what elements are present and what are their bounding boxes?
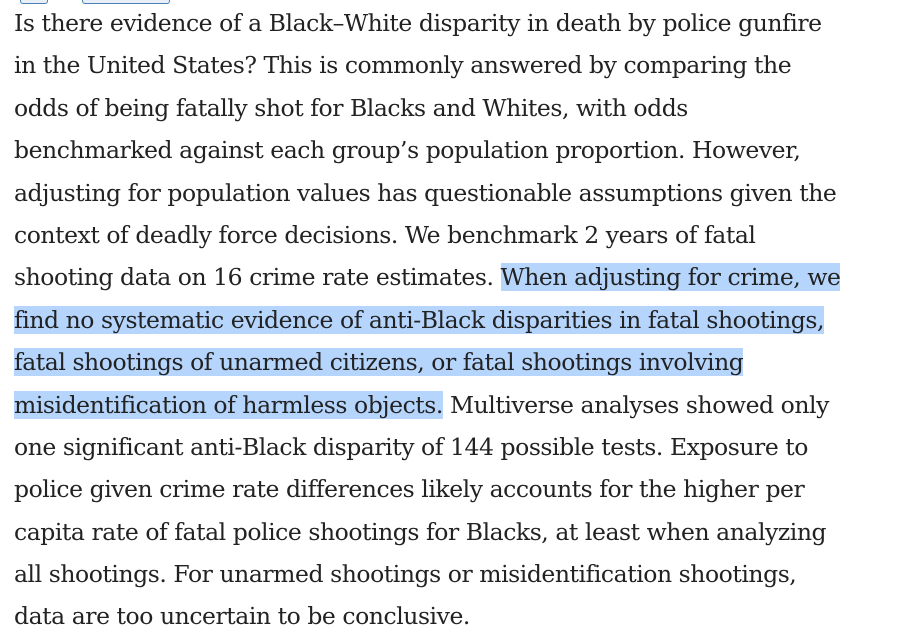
text-line-15: data are too uncertain to be conclusive. (14, 595, 904, 637)
top-tab-right[interactable] (82, 0, 170, 4)
line-text: Is there evidence of a Black–White dispa… (14, 9, 822, 37)
line-text: shooting data on 16 crime rate estimates… (14, 263, 501, 292)
text-line-11: one significant anti-Black disparity of … (14, 426, 904, 468)
top-tab-left[interactable] (20, 0, 48, 4)
text-line-13: capita rate of fatal police shootings fo… (14, 511, 904, 553)
selected-text[interactable]: find no systematic evidence of anti-Blac… (14, 305, 824, 334)
line-text: Multiverse analyses showed only (442, 390, 829, 419)
text-line-5: adjusting for population values has ques… (14, 172, 904, 214)
selected-text[interactable]: misidentification of harmless objects. (14, 390, 443, 419)
text-line-9: fatal shootings of unarmed citizens, or … (14, 341, 904, 383)
line-text: in the United States? This is commonly a… (14, 51, 792, 80)
line-text: odds of being fatally shot for Blacks an… (14, 93, 688, 122)
text-line-1: Is there evidence of a Black–White dispa… (14, 2, 904, 44)
text-line-7: shooting data on 16 crime rate estimates… (14, 256, 904, 298)
line-text: police given crime rate differences like… (14, 475, 805, 504)
abstract-text: Is there evidence of a Black–White dispa… (14, 2, 904, 638)
text-line-10: misidentification of harmless objects. M… (14, 384, 904, 426)
text-line-2: in the United States? This is commonly a… (14, 44, 904, 86)
line-text: adjusting for population values has ques… (14, 178, 837, 207)
selected-text[interactable]: When adjusting for crime, we (500, 263, 841, 292)
text-line-14: all shootings. For unarmed shootings or … (14, 553, 904, 595)
line-text: data are too uncertain to be conclusive. (14, 602, 470, 631)
text-line-6: context of deadly force decisions. We be… (14, 214, 904, 256)
text-line-12: police given crime rate differences like… (14, 468, 904, 510)
line-text: all shootings. For unarmed shootings or … (14, 560, 797, 589)
line-text: context of deadly force decisions. We be… (14, 220, 756, 249)
line-text: benchmarked against each group’s populat… (14, 136, 801, 165)
text-line-8: find no systematic evidence of anti-Blac… (14, 299, 904, 341)
line-text: one significant anti-Black disparity of … (14, 432, 808, 461)
text-line-4: benchmarked against each group’s populat… (14, 129, 904, 171)
line-text: capita rate of fatal police shootings fo… (14, 517, 827, 546)
selected-text[interactable]: fatal shootings of unarmed citizens, or … (14, 348, 744, 377)
text-line-3: odds of being fatally shot for Blacks an… (14, 87, 904, 129)
